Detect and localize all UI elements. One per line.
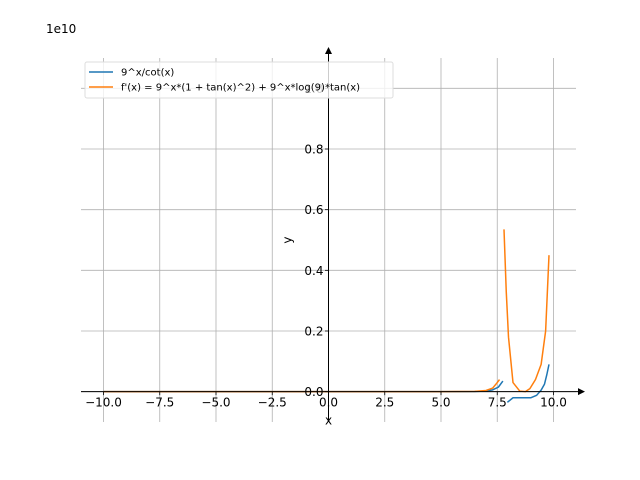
ticks: −10.0 −7.5 −5.0 −2.5 0.0 2.5 5.0 7.5 10.0 0.0 0.2 0…: [85, 82, 567, 410]
y-tick-label: 0.6: [304, 203, 323, 217]
legend-label-series-2: f'(x) = 9^x*(1 + tan(x)^2) + 9^x*log(9)*…: [121, 83, 360, 94]
y-axis-label: y: [281, 236, 295, 243]
y-tick-label: 0.8: [304, 143, 323, 157]
x-tick-label: 10.0: [540, 396, 567, 410]
x-axis-label: x: [325, 414, 332, 428]
y-offset-label: 1e10: [46, 22, 76, 36]
x-tick-label: 2.5: [375, 396, 394, 410]
y-tick-label: 0.0: [304, 385, 323, 399]
x-tick-label: 7.5: [488, 396, 507, 410]
x-axis-arrowhead: [578, 388, 585, 396]
legend: 9^x/cot(x) f'(x) = 9^x*(1 + tan(x)^2) + …: [84, 61, 394, 99]
axes: [81, 47, 585, 422]
y-axis-arrowhead: [325, 47, 332, 54]
legend-box: [84, 61, 394, 99]
x-tick-label: 0.0: [319, 396, 338, 410]
y-tick-label: 0.4: [304, 264, 323, 278]
x-tick-label: −10.0: [85, 396, 122, 410]
legend-label-series-1: 9^x/cot(x): [121, 68, 174, 79]
y-tick-label: 0.2: [304, 325, 323, 339]
series-1-line-segment: [506, 364, 550, 403]
x-tick-label: −2.5: [258, 396, 287, 410]
x-tick-label: −5.0: [201, 396, 230, 410]
x-gridlines: [103, 58, 554, 422]
x-tick-label: 5.0: [431, 396, 450, 410]
x-tick-label: −7.5: [145, 396, 174, 410]
